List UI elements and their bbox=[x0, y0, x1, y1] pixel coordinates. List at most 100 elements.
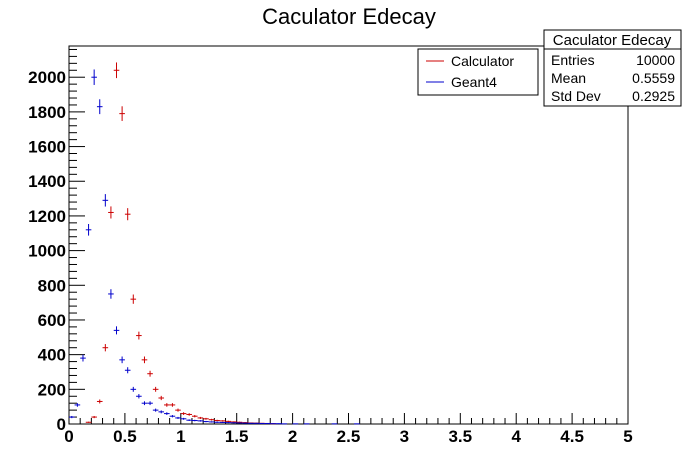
data-point bbox=[91, 415, 97, 419]
data-point bbox=[85, 421, 92, 423]
y-tick-label: 200 bbox=[38, 380, 66, 399]
y-tick-label: 0 bbox=[57, 415, 66, 434]
data-point bbox=[96, 399, 103, 404]
stats-label-std-dev: Std Dev bbox=[551, 88, 601, 104]
stats-label-entries: Entries bbox=[551, 52, 595, 68]
data-point bbox=[108, 289, 114, 299]
y-tick-label: 2000 bbox=[28, 68, 66, 87]
data-point bbox=[219, 421, 226, 423]
data-point bbox=[130, 386, 137, 392]
x-tick-label: 3.5 bbox=[448, 427, 472, 446]
legend-label-geant4: Geant4 bbox=[451, 74, 497, 90]
y-tick-label: 1200 bbox=[28, 207, 66, 226]
stats-frame bbox=[543, 29, 682, 107]
stats-box: Caculator Edecay Entries 10000 Mean 0.55… bbox=[543, 29, 682, 107]
data-point bbox=[113, 326, 120, 335]
data-point bbox=[197, 416, 204, 419]
data-point bbox=[147, 370, 153, 377]
data-point bbox=[208, 418, 215, 421]
stats-value-std-dev: 0.2925 bbox=[632, 88, 675, 104]
data-point bbox=[152, 408, 159, 412]
data-point bbox=[264, 422, 271, 424]
x-tick-label: 1.5 bbox=[225, 427, 249, 446]
data-point bbox=[113, 62, 120, 79]
legend: Calculator Geant4 bbox=[417, 48, 539, 96]
x-tick-label: 1 bbox=[176, 427, 185, 446]
data-point bbox=[247, 422, 254, 424]
data-point bbox=[214, 419, 220, 422]
stats-title: Caculator Edecay bbox=[553, 32, 672, 49]
legend-box bbox=[417, 48, 539, 96]
data-point bbox=[219, 420, 226, 422]
x-tick-label: 0.5 bbox=[113, 427, 137, 446]
y-tick-label: 800 bbox=[38, 276, 66, 295]
stats-value-mean: 0.5559 bbox=[632, 70, 675, 86]
data-point bbox=[180, 417, 187, 420]
data-point bbox=[119, 356, 125, 364]
y-tick-label: 1800 bbox=[28, 103, 66, 122]
y-tick-label: 1400 bbox=[28, 172, 66, 191]
data-point bbox=[152, 386, 159, 392]
data-point bbox=[259, 422, 265, 424]
data-point bbox=[208, 421, 215, 423]
x-tick-label: 4.5 bbox=[560, 427, 584, 446]
data-point bbox=[169, 415, 176, 418]
data-point bbox=[141, 401, 148, 406]
axes: 0 0.5 1 1.5 2 2.5 3 3.5 4 4.5 5 0 200 400 600 800 1000 12… bbox=[28, 48, 633, 446]
data-point bbox=[186, 419, 192, 421]
data-point bbox=[203, 420, 209, 423]
stats-value-entries: 10000 bbox=[636, 52, 675, 68]
series-layer bbox=[69, 62, 360, 425]
data-point bbox=[186, 413, 192, 416]
data-point bbox=[102, 194, 109, 207]
data-point bbox=[169, 403, 176, 407]
data-point bbox=[225, 420, 232, 423]
chart-title: Caculator Edecay bbox=[262, 4, 436, 29]
data-point bbox=[164, 403, 170, 407]
y-tick-label: 600 bbox=[38, 311, 66, 330]
data-point bbox=[130, 294, 137, 304]
data-point bbox=[102, 344, 109, 352]
data-point bbox=[225, 422, 232, 424]
data-point bbox=[175, 408, 181, 412]
y-tick-label: 1000 bbox=[28, 242, 66, 261]
data-point bbox=[108, 206, 114, 219]
series-geant4 bbox=[69, 69, 360, 425]
data-point bbox=[158, 395, 165, 401]
x-tick-label: 5 bbox=[623, 427, 632, 446]
x-tick-label: 4 bbox=[511, 427, 521, 446]
y-tick-label: 1600 bbox=[28, 138, 66, 157]
data-point bbox=[69, 415, 75, 419]
data-point bbox=[236, 422, 243, 424]
data-point bbox=[180, 412, 187, 415]
data-point bbox=[191, 415, 198, 418]
data-point bbox=[214, 421, 220, 423]
data-point bbox=[136, 331, 142, 340]
x-tick-label: 3 bbox=[400, 427, 409, 446]
data-point bbox=[158, 410, 165, 414]
data-point bbox=[141, 356, 148, 364]
data-point bbox=[242, 422, 248, 424]
data-point bbox=[253, 422, 260, 424]
data-point bbox=[203, 417, 209, 420]
data-point bbox=[136, 394, 142, 399]
stats-label-mean: Mean bbox=[551, 70, 586, 86]
data-point bbox=[96, 99, 103, 115]
x-tick-label: 2.5 bbox=[337, 427, 361, 446]
data-point bbox=[197, 420, 204, 422]
data-point bbox=[85, 223, 92, 236]
data-point bbox=[119, 106, 125, 121]
x-tick-label: 0 bbox=[64, 427, 73, 446]
x-tick-label: 2 bbox=[288, 427, 297, 446]
data-point bbox=[175, 416, 181, 419]
data-point bbox=[164, 412, 170, 415]
y-tick-label: 400 bbox=[38, 346, 66, 365]
data-point bbox=[191, 419, 198, 422]
data-point bbox=[124, 208, 131, 221]
data-point bbox=[124, 367, 131, 374]
legend-label-calculator: Calculator bbox=[451, 53, 514, 69]
data-point bbox=[231, 422, 237, 424]
data-point bbox=[91, 69, 97, 85]
data-point bbox=[74, 403, 81, 407]
